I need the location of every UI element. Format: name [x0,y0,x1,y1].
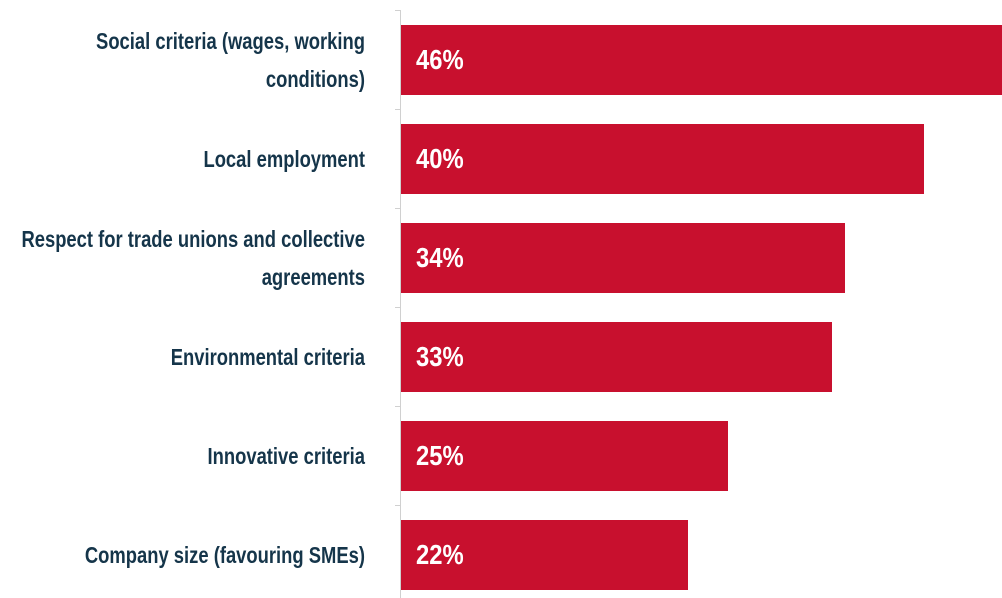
category-tick [395,406,401,407]
bar [401,421,728,491]
value-label: 34% [416,242,464,273]
category-tick [395,307,401,308]
category-label: Innovative criteria [207,443,365,469]
category-tick [395,208,401,209]
value-label: 33% [416,341,464,372]
category-tick [395,109,401,110]
bar [401,322,833,392]
bar [401,25,1002,95]
category-label: Respect for trade unions and collective … [21,226,365,290]
category-tick [395,10,401,11]
bar [401,223,846,293]
value-label: 40% [416,143,464,174]
bar [401,124,924,194]
category-label: Social criteria (wages, working conditio… [96,28,366,92]
axis-line [400,10,401,598]
bar [401,520,689,590]
value-label: 22% [416,539,464,570]
category-label: Local employment [203,146,365,172]
category-label: Company size (favouring SMEs) [84,542,366,568]
value-label: 46% [416,44,464,75]
category-tick [395,505,401,506]
category-label: Environmental criteria [170,344,365,370]
value-label: 25% [416,440,464,471]
